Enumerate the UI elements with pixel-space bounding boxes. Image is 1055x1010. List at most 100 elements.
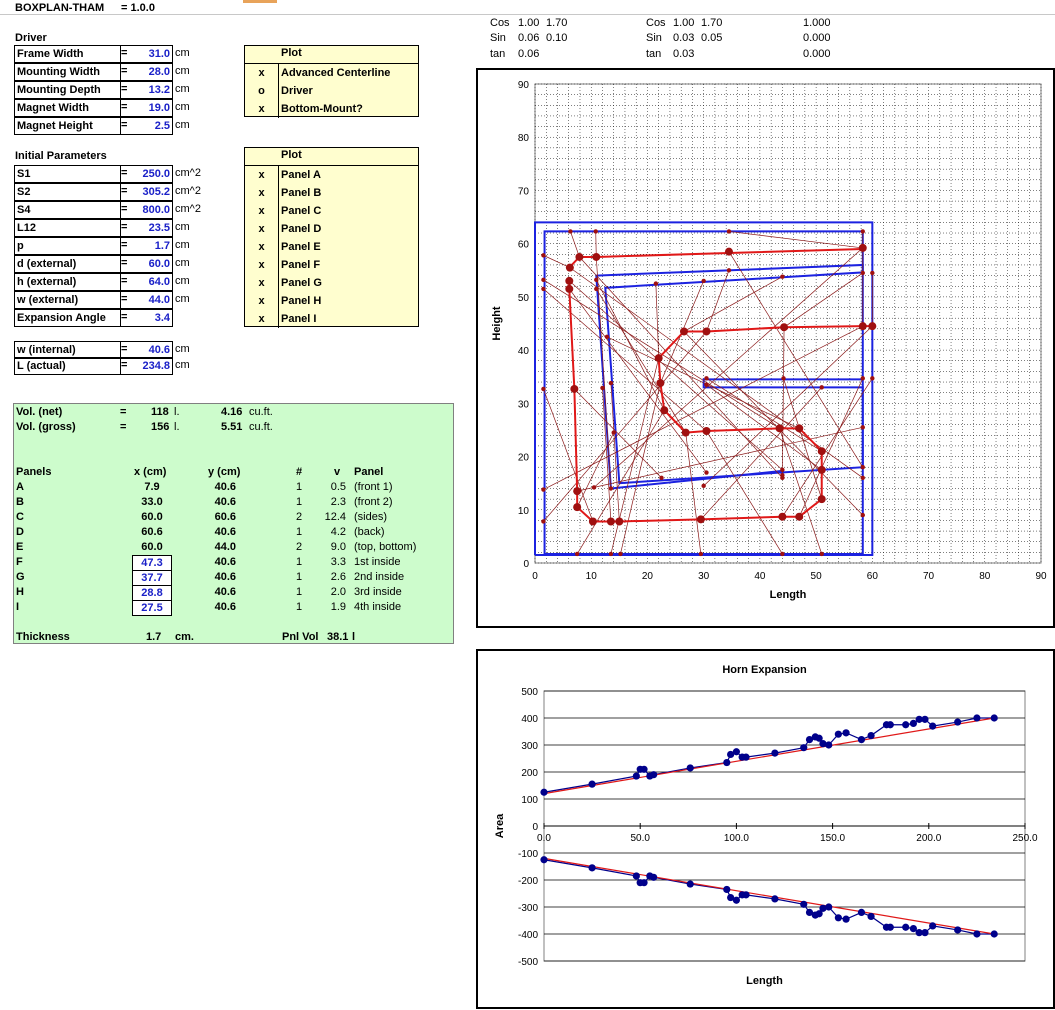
node-point (795, 512, 804, 521)
initial-param-value-cell[interactable]: 305.2 (133, 183, 173, 201)
panel-description: (back) (354, 526, 385, 538)
small-node (541, 286, 546, 292)
y-tick-label: 300 (521, 741, 538, 752)
driver-param-value-cell[interactable]: 28.0 (133, 63, 173, 81)
plot-toggle-cell[interactable]: x (245, 220, 279, 238)
initial-param-label: S2 (14, 183, 121, 201)
small-node (860, 475, 865, 481)
app-version: = 1.0.0 (121, 2, 155, 14)
plot-option-row[interactable]: x Panel E (245, 238, 418, 256)
initial-param-border (121, 255, 133, 273)
fold-line (568, 280, 823, 523)
initial-param-value-cell[interactable]: 800.0 (133, 201, 173, 219)
small-node (593, 229, 598, 234)
plot-toggle-cell[interactable]: x (245, 292, 279, 310)
driver-param-value-cell[interactable]: 19.0 (133, 99, 173, 117)
horn-expansion-chart-frame[interactable]: Horn Expansion 500 400 300 200 100 0 -100 -200 -3… (476, 649, 1055, 1009)
area-point (632, 772, 640, 780)
plot-option-row[interactable]: o Driver (245, 82, 418, 100)
area-point (686, 764, 694, 772)
driver-param-value-cell[interactable]: 31.0 (133, 45, 173, 63)
y-tick-label: -100 (518, 849, 538, 860)
node-point (615, 517, 624, 526)
cos-b: 1.70 (701, 17, 723, 29)
plot-option-row[interactable]: x Panel A (245, 166, 418, 184)
panel-x-input[interactable]: 47.3 (132, 555, 172, 571)
plot-toggle-cell[interactable]: x (245, 100, 279, 118)
construction-line (606, 336, 800, 429)
panel-volume-label: Pnl Vol (282, 631, 319, 643)
node-point (795, 424, 804, 433)
panel-y: 40.6 (214, 586, 236, 598)
y-tick-label: -400 (518, 930, 538, 941)
plot-toggle-cell[interactable]: x (245, 64, 279, 82)
computed-param-value-cell[interactable]: 40.6 (133, 341, 173, 359)
plot-toggle-cell[interactable]: o (245, 82, 279, 100)
driver-param-value-cell[interactable]: 13.2 (133, 81, 173, 99)
tan-label: tan (646, 48, 662, 60)
initial-param-value-cell[interactable]: 60.0 (133, 255, 173, 273)
plot-option-row[interactable]: x Panel I (245, 310, 418, 328)
plot-toggle-cell[interactable]: x (245, 310, 279, 328)
vol-gross-l-unit: l. (174, 421, 180, 433)
panels-header-y: y (cm) (208, 466, 241, 478)
plot-option-row[interactable]: x Panel D (245, 220, 418, 238)
panel-x-input[interactable]: 27.5 (132, 600, 172, 616)
area-point (640, 765, 648, 773)
panel-x-input[interactable]: 37.7 (132, 570, 172, 586)
initial-param-value-cell[interactable]: 23.5 (133, 219, 173, 237)
plot-option-row[interactable]: x Panel C (245, 202, 418, 220)
thickness-unit: cm. (175, 631, 194, 643)
x-tick-label: 10 (586, 571, 598, 582)
small-node (870, 270, 875, 276)
construction-line (576, 432, 615, 508)
plot-toggle-cell[interactable]: x (245, 238, 279, 256)
plot-toggle-cell[interactable]: x (245, 274, 279, 292)
area-point (886, 923, 894, 931)
plot-toggle-cell[interactable]: x (245, 184, 279, 202)
plot-option-row[interactable]: x Advanced Centerline (245, 64, 418, 82)
box-plan-chart-frame[interactable]: 0 10 20 30 40 50 60 70 80 90 0 10 20 30 40 50 60 70 80 90 Le… (476, 68, 1055, 628)
initial-param-label: L12 (14, 219, 121, 237)
small-node (781, 376, 786, 381)
vol-gross-liters: 156 (151, 421, 170, 433)
computed-param-value-cell[interactable]: 234.8 (133, 357, 173, 375)
plot-toggle-cell[interactable]: x (245, 166, 279, 184)
plot-option-row[interactable]: x Panel H (245, 292, 418, 310)
vol-net-l-unit: l. (174, 406, 180, 418)
cos-label: Cos (490, 17, 510, 29)
initial-param-value-cell[interactable]: 250.0 (133, 165, 173, 183)
driver-param-border (121, 81, 133, 99)
node-point (702, 427, 711, 436)
fit-line (543, 857, 995, 935)
area-point (921, 715, 929, 723)
initial-param-value-cell[interactable]: 3.4 (133, 309, 173, 327)
small-node (608, 551, 614, 557)
plot-option-row[interactable]: x Panel F (245, 256, 418, 274)
panel-volume: 12.4 (324, 511, 346, 523)
driver-param-label: Mounting Width (14, 63, 121, 81)
cos-a: 1.00 (518, 17, 540, 29)
vol-net-cuft-unit: cu.ft. (249, 406, 273, 418)
plot-option-row[interactable]: x Panel B (245, 184, 418, 202)
x-tick-label: 40 (754, 571, 766, 582)
panel-description: (front 2) (354, 496, 393, 508)
initial-param-value-cell[interactable]: 1.7 (133, 237, 173, 255)
initial-param-value-cell[interactable]: 44.0 (133, 291, 173, 309)
plot-toggle-cell[interactable]: x (245, 256, 279, 274)
plot-toggle-cell[interactable]: x (245, 202, 279, 220)
initial-param-border (121, 309, 133, 327)
initial-param-value-cell[interactable]: 64.0 (133, 273, 173, 291)
driver-param-value-cell[interactable]: 2.5 (133, 117, 173, 135)
panel-x-input[interactable]: 28.8 (132, 585, 172, 601)
cos-value: 1.000 (803, 17, 831, 29)
area-point (742, 753, 750, 761)
panel-description: 3rd inside (354, 586, 402, 598)
initial-section-title: Initial Parameters (15, 150, 107, 162)
plot-option-row[interactable]: x Panel G (245, 274, 418, 292)
plot-option-row[interactable]: x Bottom-Mount? (245, 100, 418, 118)
node-point (654, 354, 663, 363)
initial-param-label: w (external) (14, 291, 121, 309)
area-point (732, 748, 740, 756)
